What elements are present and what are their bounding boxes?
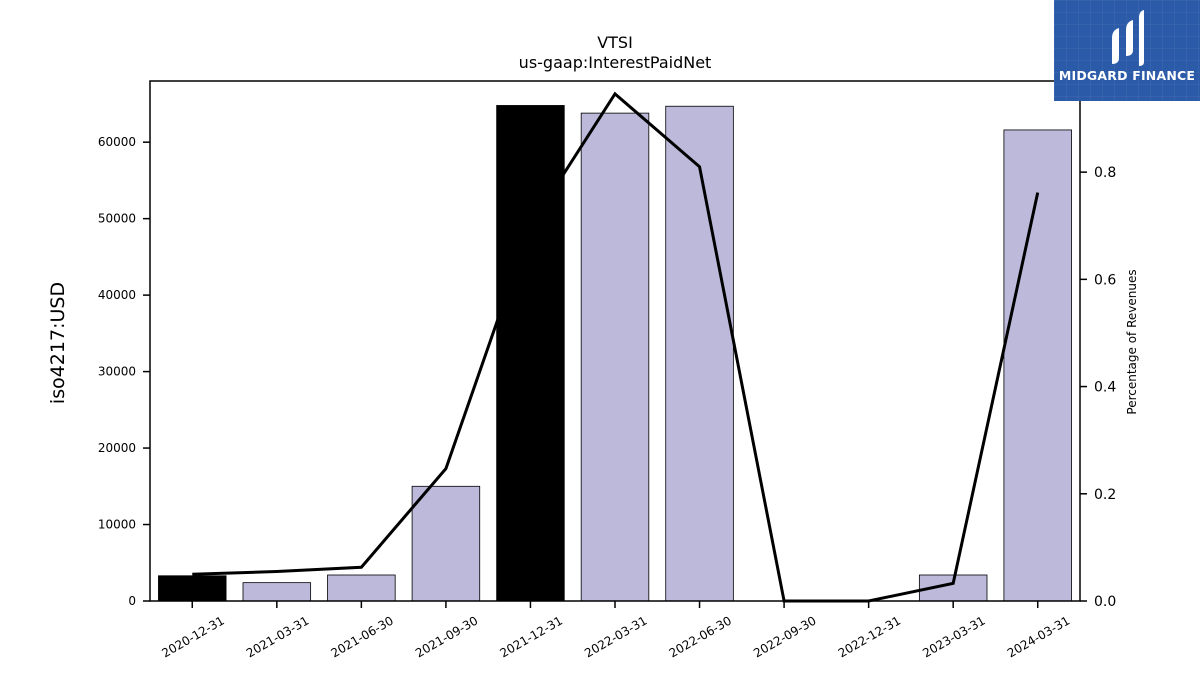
x-tick-label: 2020-12-31: [159, 613, 226, 660]
bar: [242, 582, 312, 602]
y-tick-label: 50000: [98, 212, 136, 226]
x-tick-label: 2022-06-30: [667, 613, 734, 660]
y2-tick-label: 0.0: [1094, 594, 1116, 610]
x-axis: 2020-12-31 2021-03-31 2021-06-30 2021-09-30…: [159, 601, 1072, 660]
bar: [411, 485, 481, 602]
bar: [158, 575, 227, 602]
y2-axis-label: Percentage of Revenues: [1125, 269, 1139, 414]
x-tick-label: 2021-03-31: [244, 613, 311, 660]
y-tick-label: 20000: [98, 441, 136, 455]
bars-group: [158, 105, 1072, 602]
y-axis-left: 0 10000 20000 30000 40000 50000 60000: [98, 135, 150, 608]
line-group: [192, 91, 1040, 603]
y-axis-label: iso4217:USD: [47, 282, 69, 404]
x-tick-label: 2024-03-31: [1005, 613, 1072, 660]
x-tick-label: 2022-03-31: [582, 613, 649, 660]
y2-tick-label: 0.4: [1094, 380, 1116, 396]
x-tick-label: 2022-09-30: [751, 613, 818, 660]
chart-title: VTSI: [597, 33, 633, 52]
y2-tick-label: 0.2: [1094, 487, 1116, 503]
y2-tick-label: 0.8: [1094, 165, 1116, 181]
y-tick-label: 30000: [98, 365, 136, 379]
bar: [496, 105, 565, 602]
y-tick-label: 40000: [98, 288, 136, 302]
brand-logo: MIDGARD FINANCE: [1054, 0, 1200, 101]
bar: [580, 112, 650, 602]
logo-mark-icon: [1112, 10, 1144, 66]
y2-tick-label: 0.6: [1094, 272, 1116, 288]
bar: [327, 574, 396, 602]
y-axis-right: 0.0 0.2 0.4 0.6 0.8: [1080, 165, 1116, 610]
bar: [1003, 129, 1072, 602]
line-series: [192, 91, 1040, 603]
chart-subtitle: us-gaap:InterestPaidNet: [519, 53, 712, 72]
x-tick-label: 2021-06-30: [328, 613, 395, 660]
logo-text: MIDGARD FINANCE: [1058, 68, 1196, 83]
x-tick-label: 2022-12-31: [836, 613, 903, 660]
x-tick-label: 2023-03-31: [920, 613, 987, 660]
x-tick-label: 2021-12-31: [498, 613, 565, 660]
y-tick-label: 10000: [98, 518, 136, 532]
y-tick-label: 0: [128, 594, 136, 608]
bar: [665, 105, 734, 602]
y-tick-label: 60000: [98, 135, 136, 149]
x-tick-label: 2021-09-30: [413, 613, 480, 660]
